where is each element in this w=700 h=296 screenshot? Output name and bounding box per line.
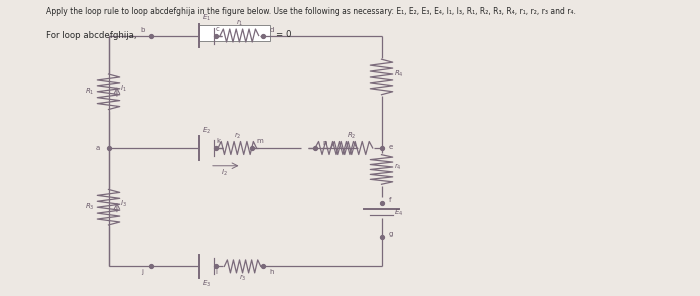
Text: i: i (216, 269, 218, 275)
Text: h: h (270, 269, 274, 275)
Text: $R_1$: $R_1$ (85, 87, 95, 97)
Text: b: b (140, 27, 144, 33)
Text: = 0: = 0 (276, 30, 292, 38)
Text: j: j (141, 269, 144, 275)
Text: $I_1$: $I_1$ (120, 84, 127, 94)
Text: g: g (389, 231, 393, 237)
Text: e: e (389, 144, 393, 149)
FancyBboxPatch shape (199, 25, 270, 41)
Text: c: c (216, 26, 220, 32)
Text: $r_1$: $r_1$ (236, 18, 243, 28)
Text: f: f (389, 197, 391, 203)
Text: d: d (270, 27, 274, 33)
Text: $I_3$: $I_3$ (120, 199, 127, 209)
Text: $r_3$: $r_3$ (239, 273, 246, 283)
Text: $E_3$: $E_3$ (202, 279, 211, 289)
Text: $R_3$: $R_3$ (85, 202, 95, 212)
Text: For loop abcdefghija,: For loop abcdefghija, (46, 31, 136, 40)
Text: n: n (322, 140, 326, 146)
Text: $I_2$: $I_2$ (220, 168, 228, 178)
Text: $r_2$: $r_2$ (234, 131, 241, 141)
Text: $r_4$: $r_4$ (394, 161, 402, 172)
Text: m: m (256, 139, 263, 144)
Text: $E_4$: $E_4$ (394, 208, 403, 218)
Text: a: a (96, 145, 100, 151)
Text: $E_2$: $E_2$ (202, 126, 211, 136)
Text: $R_2$: $R_2$ (347, 131, 356, 141)
Text: $R_4$: $R_4$ (394, 69, 404, 79)
Text: Apply the loop rule to loop abcdefghija in the figure below. Use the following a: Apply the loop rule to loop abcdefghija … (46, 7, 575, 16)
Text: $E_1$: $E_1$ (202, 13, 211, 23)
Text: k: k (216, 139, 221, 144)
